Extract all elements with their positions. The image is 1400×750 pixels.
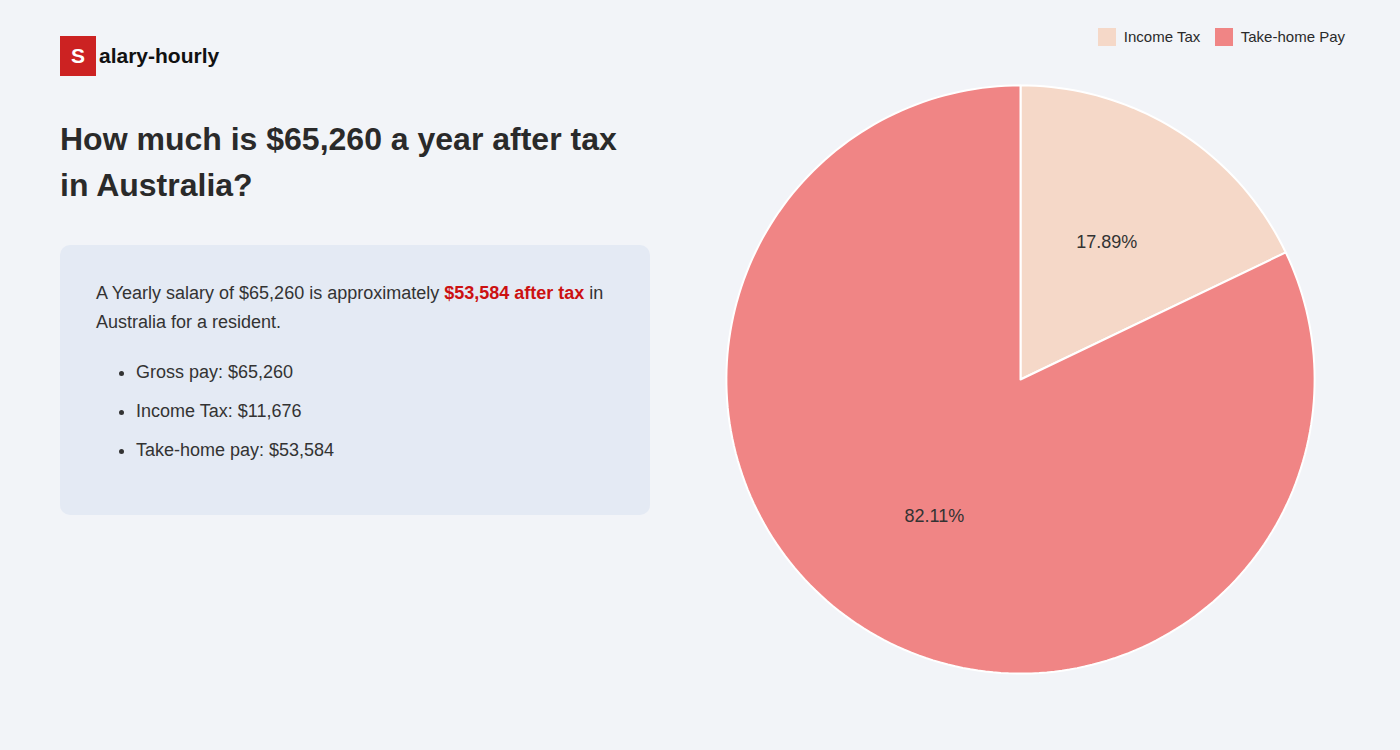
html-text:Australia for a resident.: Australia for a resident.: [96, 311, 282, 332]
html-text:Take-home Pay: Take-home Pay: [1240, 28, 1345, 45]
html-text:Income Tax: $11,676: Income Tax: $11,676: [136, 401, 302, 422]
html-text:Gross pay: $65,260: Gross pay: $65,260: [136, 362, 294, 383]
html-text:Take-home pay: $53,584: Take-home pay: $53,584: [136, 440, 335, 460]
html-text:How much is $65,260 a year aft: How much is $65,260 a year after tax in …: [60, 121, 617, 204]
svg-text:82.11%: 82.11%: [904, 506, 964, 526]
html-text:A Yearly salary of $65,260 is: A Yearly salary of $65,260 is approximat…: [96, 282, 604, 303]
html-text:Income Tax: Income Tax: [1123, 28, 1201, 45]
svg-text:17.89%: 17.89%: [1076, 232, 1137, 252]
html-text:alary-hourly: alary-hourly: [99, 44, 220, 67]
html-text:S: S: [71, 44, 85, 67]
